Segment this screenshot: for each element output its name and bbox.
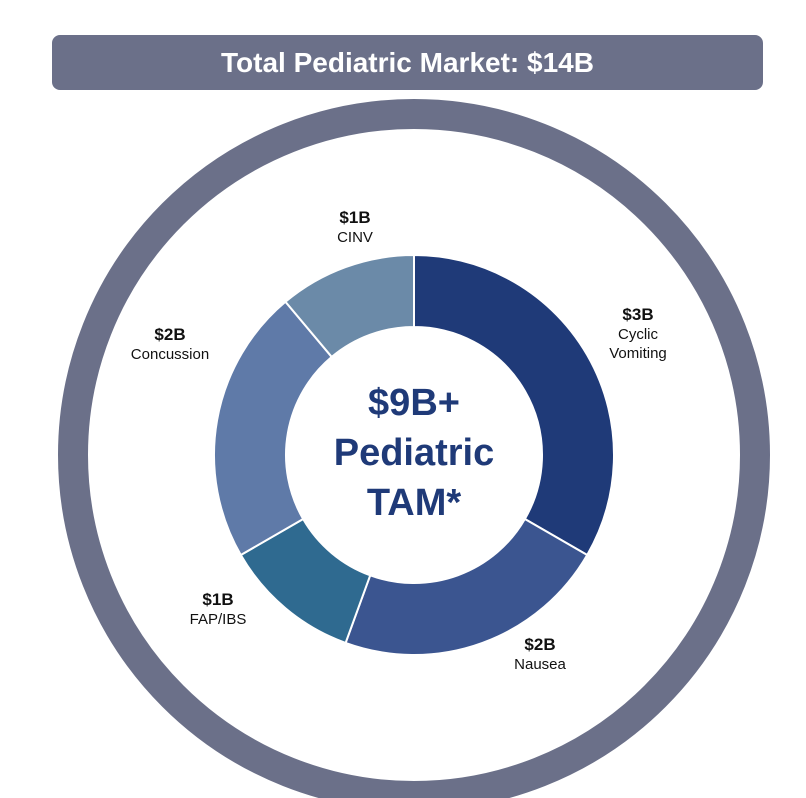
donut-slice bbox=[344, 517, 589, 656]
value-label: $2B bbox=[154, 325, 186, 344]
slice-label: $3B Cyclic Vomiting bbox=[588, 305, 688, 363]
outer-ring bbox=[58, 99, 770, 798]
center-label: TAM* bbox=[367, 482, 461, 524]
value-label: $1B bbox=[202, 590, 234, 609]
center-label: Pediatric bbox=[334, 432, 495, 474]
value-label: $2B bbox=[524, 635, 556, 654]
value-label: $1B bbox=[339, 208, 371, 227]
value-label: $3B bbox=[622, 305, 654, 324]
category-label: Cyclic Vomiting bbox=[609, 326, 667, 362]
slice-label: $1B FAP/IBS bbox=[173, 590, 263, 629]
slice-label: $2B Nausea bbox=[495, 635, 585, 674]
slice-label: $1B CINV bbox=[315, 208, 395, 247]
category-label: FAP/IBS bbox=[189, 611, 247, 628]
chart-title: Total Pediatric Market: $14B bbox=[52, 35, 763, 90]
donut-slice bbox=[213, 300, 334, 557]
donut-slice bbox=[284, 253, 415, 359]
center-label: $9B+ bbox=[368, 382, 460, 424]
category-label: CINV bbox=[337, 229, 373, 246]
category-label: Nausea bbox=[514, 656, 566, 673]
category-label: Concussion bbox=[130, 346, 210, 363]
slice-label: $2B Concussion bbox=[115, 325, 225, 364]
donut-slice bbox=[413, 253, 615, 557]
